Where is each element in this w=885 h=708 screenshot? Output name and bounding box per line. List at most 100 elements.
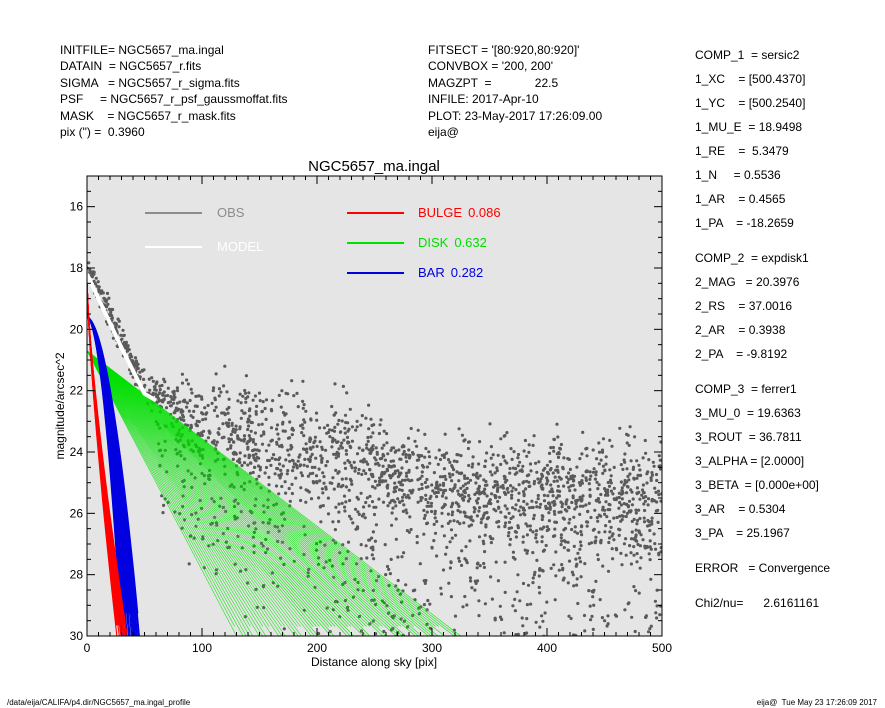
obs-point xyxy=(227,397,231,401)
obs-point xyxy=(375,450,379,454)
obs-point xyxy=(334,456,338,460)
obs-point xyxy=(404,474,409,478)
obs-point xyxy=(483,602,487,606)
obs-point xyxy=(296,405,300,409)
obs-point xyxy=(617,527,621,531)
obs-point xyxy=(401,452,405,456)
obs-point xyxy=(600,450,605,454)
obs-point xyxy=(401,509,405,513)
obs-point xyxy=(151,379,155,383)
obs-point xyxy=(349,479,353,483)
obs-point xyxy=(444,496,448,500)
obs-point xyxy=(195,424,199,428)
obs-point xyxy=(284,458,288,462)
header-left-line: pix (") = 0.3960 xyxy=(60,125,145,140)
obs-point xyxy=(244,568,248,572)
obs-point xyxy=(566,480,570,485)
obs-point xyxy=(655,588,659,592)
obs-point xyxy=(154,382,158,386)
obs-point xyxy=(169,395,173,399)
footer-path: /data/eija/CALIFA/p4.dir/NGC5657_ma.inga… xyxy=(7,698,191,707)
obs-point xyxy=(501,486,505,490)
obs-point xyxy=(371,444,375,448)
obs-point xyxy=(313,439,317,443)
obs-point xyxy=(589,541,594,545)
obs-point xyxy=(189,425,193,429)
obs-point xyxy=(231,457,235,461)
obs-point xyxy=(288,499,292,503)
obs-point xyxy=(640,488,645,492)
obs-point xyxy=(588,488,592,492)
obs-point xyxy=(597,483,601,487)
obs-point xyxy=(498,615,503,619)
obs-point xyxy=(450,479,454,483)
obs-point xyxy=(505,431,509,435)
obs-point xyxy=(436,490,440,495)
obs-point xyxy=(121,334,125,338)
obs-point xyxy=(521,535,525,539)
obs-point xyxy=(556,494,560,498)
obs-point xyxy=(294,476,298,480)
obs-point xyxy=(346,540,351,544)
obs-point xyxy=(476,561,480,565)
obs-point xyxy=(568,467,573,471)
obs-point xyxy=(96,280,100,284)
disk-line xyxy=(87,350,399,627)
obs-point xyxy=(389,557,393,562)
obs-point xyxy=(400,466,404,470)
obs-point xyxy=(322,426,326,430)
obs-point xyxy=(631,465,636,469)
obs-point xyxy=(621,514,625,519)
obs-point xyxy=(534,500,538,504)
obs-point xyxy=(489,456,493,460)
obs-point xyxy=(606,480,610,485)
obs-point xyxy=(164,406,169,410)
obs-point xyxy=(628,425,632,429)
obs-point xyxy=(415,466,419,470)
obs-point xyxy=(647,520,651,524)
obs-point xyxy=(185,378,189,382)
obs-point xyxy=(441,481,446,485)
obs-point xyxy=(644,495,648,499)
obs-point xyxy=(655,500,659,504)
obs-point xyxy=(409,426,413,431)
header-left-line: INITFILE= NGC5657_ma.ingal xyxy=(60,43,224,57)
obs-point xyxy=(488,470,492,474)
obs-point xyxy=(644,615,648,620)
obs-point xyxy=(204,417,208,421)
obs-point xyxy=(113,321,117,325)
obs-point xyxy=(635,476,639,480)
obs-point xyxy=(175,386,179,390)
obs-point xyxy=(419,498,423,503)
obs-point xyxy=(317,496,321,500)
obs-point xyxy=(192,409,196,413)
obs-point xyxy=(372,423,376,427)
obs-point xyxy=(362,512,366,516)
obs-point xyxy=(498,495,502,499)
obs-point xyxy=(565,475,569,479)
obs-point xyxy=(385,432,389,436)
param-line: 3_MU_0 = 19.6363 xyxy=(695,406,801,420)
obs-point xyxy=(430,483,434,487)
obs-point xyxy=(442,489,446,493)
obs-point xyxy=(231,429,235,434)
obs-point xyxy=(350,482,354,486)
obs-point xyxy=(385,469,390,473)
obs-point xyxy=(516,498,521,502)
obs-point xyxy=(200,453,204,458)
obs-point xyxy=(133,382,138,387)
obs-point xyxy=(135,367,139,371)
obs-point xyxy=(619,463,623,467)
obs-point xyxy=(407,453,411,457)
obs-point xyxy=(629,537,634,541)
obs-point xyxy=(484,523,488,527)
obs-point xyxy=(246,395,250,399)
obs-point xyxy=(494,480,498,484)
obs-point xyxy=(575,465,579,469)
obs-point xyxy=(567,506,571,510)
param-line: 1_PA = -18.2659 xyxy=(695,216,794,230)
obs-point xyxy=(556,455,561,459)
obs-point xyxy=(579,499,583,503)
y-axis-label: magnitude/arcsec^2 xyxy=(53,352,67,459)
obs-point xyxy=(99,291,103,295)
